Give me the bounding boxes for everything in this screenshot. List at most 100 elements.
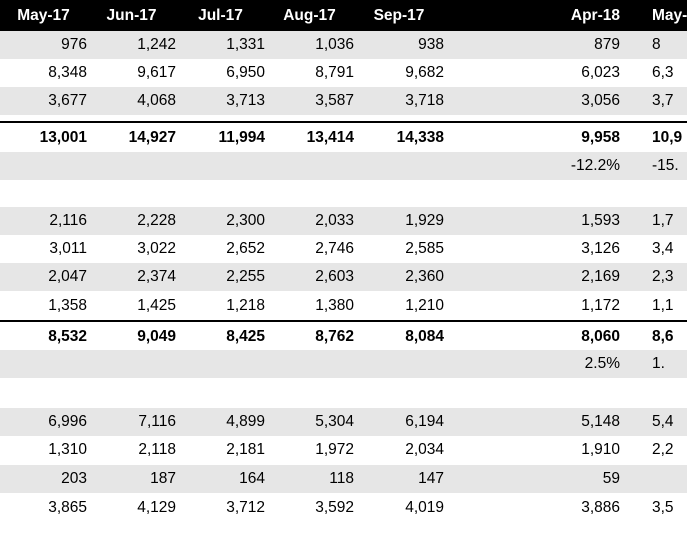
column-header-sep-17[interactable]: Sep-17 — [373, 6, 425, 24]
table-cell[interactable]: 6,996 — [48, 413, 87, 430]
table-cell[interactable]: 3,022 — [137, 240, 176, 257]
table-cell[interactable]: 1,242 — [137, 36, 176, 53]
table-cell[interactable]: 9,049 — [137, 327, 176, 345]
table-cell[interactable]: 5,148 — [581, 413, 620, 430]
table-cell[interactable]: 147 — [418, 470, 444, 487]
column-header-may-17[interactable]: May-17 — [17, 6, 70, 24]
table-cell[interactable]: 3,886 — [581, 499, 620, 516]
table-cell[interactable]: 1,910 — [581, 441, 620, 458]
table-cell[interactable]: 8,791 — [315, 64, 354, 81]
table-cell[interactable] — [87, 378, 176, 406]
table-cell[interactable] — [444, 378, 620, 406]
table-cell[interactable]: 9,617 — [137, 64, 176, 81]
table-cell[interactable]: 3,592 — [315, 499, 354, 516]
table-cell[interactable]: 2,300 — [226, 212, 265, 229]
table-cell[interactable]: 6,023 — [581, 64, 620, 81]
table-cell[interactable] — [354, 350, 444, 378]
table-cell[interactable]: 2,360 — [405, 268, 444, 285]
table-cell[interactable]: 3,718 — [405, 92, 444, 109]
table-cell[interactable] — [87, 180, 176, 208]
table-cell[interactable]: 3,056 — [581, 92, 620, 109]
table-cell[interactable]: 1,210 — [405, 297, 444, 314]
table-cell[interactable]: 1,1 — [652, 297, 674, 314]
table-cell[interactable]: 2,181 — [226, 441, 265, 458]
table-cell[interactable] — [265, 180, 354, 208]
table-cell[interactable]: 8,532 — [48, 327, 87, 345]
table-cell[interactable]: 2,2 — [652, 441, 674, 458]
table-cell[interactable]: 8,060 — [581, 327, 620, 345]
table-cell[interactable]: 2.5% — [584, 355, 620, 372]
table-cell[interactable]: 976 — [61, 36, 87, 53]
column-header-apr-18[interactable]: Apr-18 — [570, 6, 620, 24]
table-cell[interactable]: 1,218 — [226, 297, 265, 314]
table-cell[interactable]: 2,255 — [226, 268, 265, 285]
table-cell[interactable] — [0, 152, 87, 180]
table-cell[interactable]: 6,3 — [652, 64, 674, 81]
table-cell[interactable]: 3,713 — [226, 92, 265, 109]
table-cell[interactable] — [0, 378, 87, 406]
table-cell[interactable]: 3,587 — [315, 92, 354, 109]
table-cell[interactable] — [0, 180, 87, 208]
column-header-jun-17[interactable]: Jun-17 — [106, 6, 157, 24]
table-cell[interactable]: 1,972 — [315, 441, 354, 458]
table-cell[interactable] — [620, 465, 687, 493]
table-cell[interactable]: 2,047 — [48, 268, 87, 285]
table-cell[interactable]: 164 — [239, 470, 265, 487]
table-cell[interactable] — [354, 180, 444, 208]
table-cell[interactable]: 1,036 — [315, 36, 354, 53]
table-cell[interactable] — [176, 152, 265, 180]
table-cell[interactable]: 1,172 — [581, 297, 620, 314]
table-cell[interactable]: 2,033 — [315, 212, 354, 229]
table-cell[interactable]: 2,3 — [652, 268, 674, 285]
table-cell[interactable] — [176, 350, 265, 378]
table-cell[interactable]: 8,348 — [48, 64, 87, 81]
table-cell[interactable] — [0, 350, 87, 378]
table-cell[interactable] — [176, 378, 265, 406]
table-cell[interactable]: -15. — [652, 157, 679, 174]
column-header-aug-17[interactable]: Aug-17 — [283, 6, 336, 24]
table-cell[interactable] — [265, 350, 354, 378]
table-cell[interactable]: 3,7 — [652, 92, 674, 109]
table-cell[interactable] — [620, 180, 687, 208]
table-cell[interactable]: 9,958 — [581, 128, 620, 146]
table-cell[interactable]: 9,682 — [405, 64, 444, 81]
table-cell[interactable]: 3,126 — [581, 240, 620, 257]
table-cell[interactable]: -12.2% — [570, 157, 620, 174]
table-cell[interactable]: 7,116 — [138, 413, 176, 430]
table-cell[interactable]: 1,425 — [137, 297, 176, 314]
table-cell[interactable]: 11,994 — [218, 128, 265, 146]
table-cell[interactable]: 1,380 — [315, 297, 354, 314]
table-cell[interactable]: 10,9 — [652, 128, 683, 146]
table-cell[interactable]: 1,358 — [48, 297, 87, 314]
table-cell[interactable]: 1,7 — [652, 212, 674, 229]
table-cell[interactable]: 8,6 — [652, 327, 674, 345]
table-cell[interactable]: 8,762 — [315, 327, 354, 345]
table-cell[interactable]: 2,585 — [405, 240, 444, 257]
table-cell[interactable]: 6,950 — [226, 64, 265, 81]
table-cell[interactable] — [265, 152, 354, 180]
table-cell[interactable]: 13,001 — [39, 128, 87, 146]
table-cell[interactable] — [354, 378, 444, 406]
table-cell[interactable]: 14,927 — [128, 128, 176, 146]
table-cell[interactable]: 1,929 — [405, 212, 444, 229]
table-cell[interactable] — [176, 180, 265, 208]
table-cell[interactable]: 187 — [150, 470, 176, 487]
table-cell[interactable] — [265, 378, 354, 406]
table-cell[interactable]: 6,194 — [405, 413, 444, 430]
table-cell[interactable]: 3,677 — [48, 92, 87, 109]
table-cell[interactable]: 8,425 — [226, 327, 265, 345]
table-cell[interactable]: 1,310 — [48, 441, 87, 458]
table-cell[interactable]: 1,331 — [226, 36, 265, 53]
column-header-may-18[interactable]: May-18 — [652, 6, 687, 24]
table-cell[interactable]: 4,068 — [137, 92, 176, 109]
table-cell[interactable]: 5,4 — [652, 413, 674, 430]
table-cell[interactable]: 5,304 — [315, 413, 354, 430]
table-cell[interactable]: 2,034 — [405, 441, 444, 458]
table-cell[interactable]: 203 — [61, 470, 87, 487]
table-cell[interactable]: 2,652 — [226, 240, 265, 257]
table-cell[interactable]: 14,338 — [396, 128, 444, 146]
table-cell[interactable]: 1,593 — [581, 212, 620, 229]
table-cell[interactable]: 2,118 — [138, 441, 176, 458]
table-cell[interactable]: 3,5 — [652, 499, 674, 516]
table-cell[interactable]: 2,169 — [581, 268, 620, 285]
